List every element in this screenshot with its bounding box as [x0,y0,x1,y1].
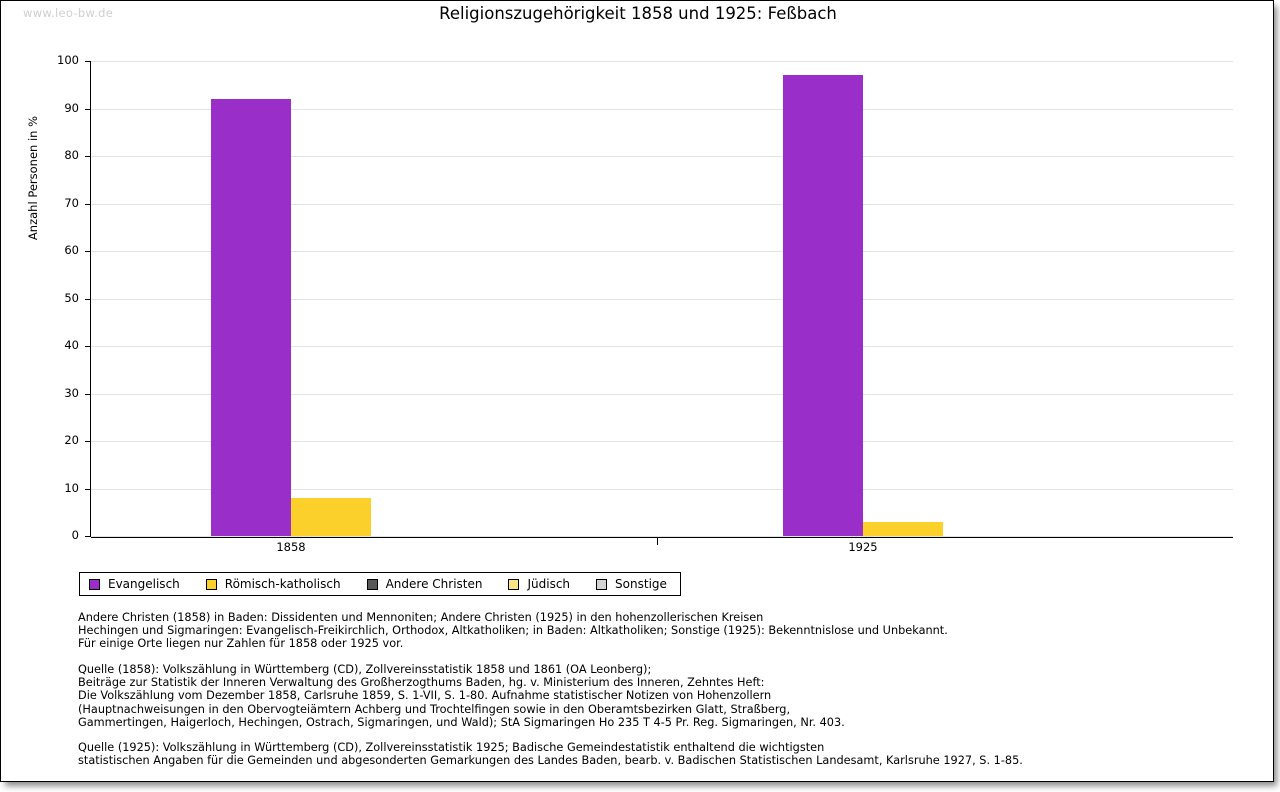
legend-item-sonstige[interactable]: Sonstige [596,577,667,591]
gridline [91,393,1233,395]
y-axis-tick [85,251,91,252]
bar-1925-evangelisch [783,75,863,536]
y-axis-tick [85,441,91,442]
y-axis-tick-label: 80 [64,148,79,162]
legend-item-andere-christen[interactable]: Andere Christen [366,577,483,591]
y-axis-labels: Anzahl Personen in % 0 10 20 30 40 50 60 70 80 90… [1,1,85,792]
legend-item-j-disch[interactable]: Jüdisch [508,577,570,591]
y-axis-tick-label: 20 [64,433,79,447]
y-axis-tick-label: 70 [64,195,79,210]
legend-swatch-icon [89,578,100,590]
gridline [91,203,1233,205]
y-axis-title: Anzahl Personen in % [26,115,40,241]
gridline [91,251,1233,252]
footnote-source-1858: Quelle (1858): Volkszählung in Württembe… [78,663,845,729]
y-axis-tick [85,203,91,205]
page-title: Religionszugehörigkeit 1858 und 1925: Fe… [439,4,837,23]
gridline [91,108,1233,110]
y-axis-tick [85,156,91,157]
gridline [91,536,1233,537]
y-axis-tick-label: 30 [64,385,79,400]
watermark-text: www.leo-bw.de [23,6,114,20]
legend-item-label: Andere Christen [385,577,483,591]
y-axis-tick [85,346,91,347]
y-axis-tick [85,488,91,490]
plot-area [91,61,1233,537]
y-axis-tick-label: 100 [57,53,79,67]
gridline [91,441,1233,442]
y-axis-tick-label: 40 [64,338,79,352]
y-axis-tick-label: 60 [64,243,79,257]
y-axis-tick [85,536,91,537]
y-axis-tick-label: 50 [64,290,79,305]
x-axis-tick [657,538,658,545]
footnote-source-1925: Quelle (1925): Volkszählung in Württembe… [78,741,1023,768]
y-axis-tick [85,108,91,110]
gridline [91,298,1233,300]
y-axis-tick [85,298,91,300]
gridline [91,488,1233,490]
legend-item-r-misch-katholisch[interactable]: Römisch-katholisch [205,577,341,591]
footnote-definitions: Andere Christen (1858) in Baden: Disside… [78,611,948,651]
legend-item-label: Jüdisch [527,577,571,591]
y-axis-tick [85,393,91,395]
bar-1858-evangelisch [211,99,291,536]
legend: Evangelisch Römisch-katholisch Andere Chri… [79,572,681,596]
legend-item-label: Sonstige [615,577,667,591]
x-axis-tick-label: 1925 [848,540,878,554]
bar-1858-r-misch-katholisch [291,498,371,536]
legend-swatch-icon [596,578,608,590]
legend-swatch-icon [508,578,520,590]
gridline [91,61,1233,62]
gridline [91,156,1233,157]
legend-item-label: Evangelisch [108,577,180,591]
legend-item-evangelisch[interactable]: Evangelisch [89,577,180,591]
y-axis-tick [85,61,91,62]
bar-1925-r-misch-katholisch [863,521,943,536]
legend-swatch-icon [366,578,378,590]
legend-swatch-icon [205,578,217,590]
gridline [91,346,1233,347]
x-axis-tick-label: 1858 [276,540,306,554]
y-axis-tick-label: 10 [64,480,79,495]
y-axis-tick-label: 90 [64,100,79,115]
y-axis-tick-label: 0 [71,528,79,542]
legend-item-label: Römisch-katholisch [224,577,341,591]
x-axis-line [91,536,1233,538]
